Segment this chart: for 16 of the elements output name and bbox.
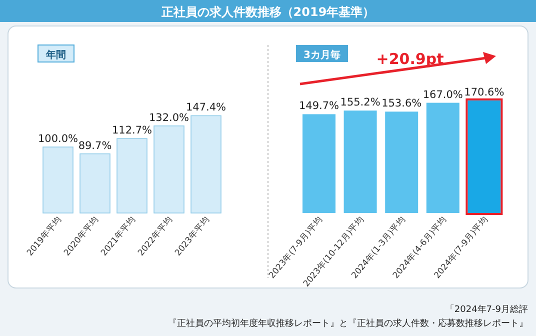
- text: +20.9pt: [376, 50, 444, 68]
- chart-title: 正社員の求人件数推移（2019年基準）: [160, 5, 375, 19]
- text: 「2024年7-9月総評: [445, 304, 528, 315]
- data-label: 153.6%: [382, 98, 422, 110]
- text: 年間: [45, 49, 66, 61]
- data-label: 149.7%: [298, 100, 340, 112]
- text: 3カ月毎: [304, 49, 340, 61]
- data-label: 170.6%: [464, 86, 504, 98]
- data-label: 132.0%: [148, 112, 190, 124]
- data-label: 167.0%: [422, 88, 463, 101]
- data-label: 112.7%: [112, 124, 152, 137]
- data-label: 155.2%: [340, 96, 380, 109]
- data-label: 89.7%: [78, 140, 112, 152]
- data-label: 147.4%: [186, 102, 226, 114]
- text: 『正社員の平均初年度年収推移レポート』と『正社員の求人件数・応募数推移レポート』: [168, 318, 528, 329]
- data-label: 100.0%: [38, 133, 78, 145]
